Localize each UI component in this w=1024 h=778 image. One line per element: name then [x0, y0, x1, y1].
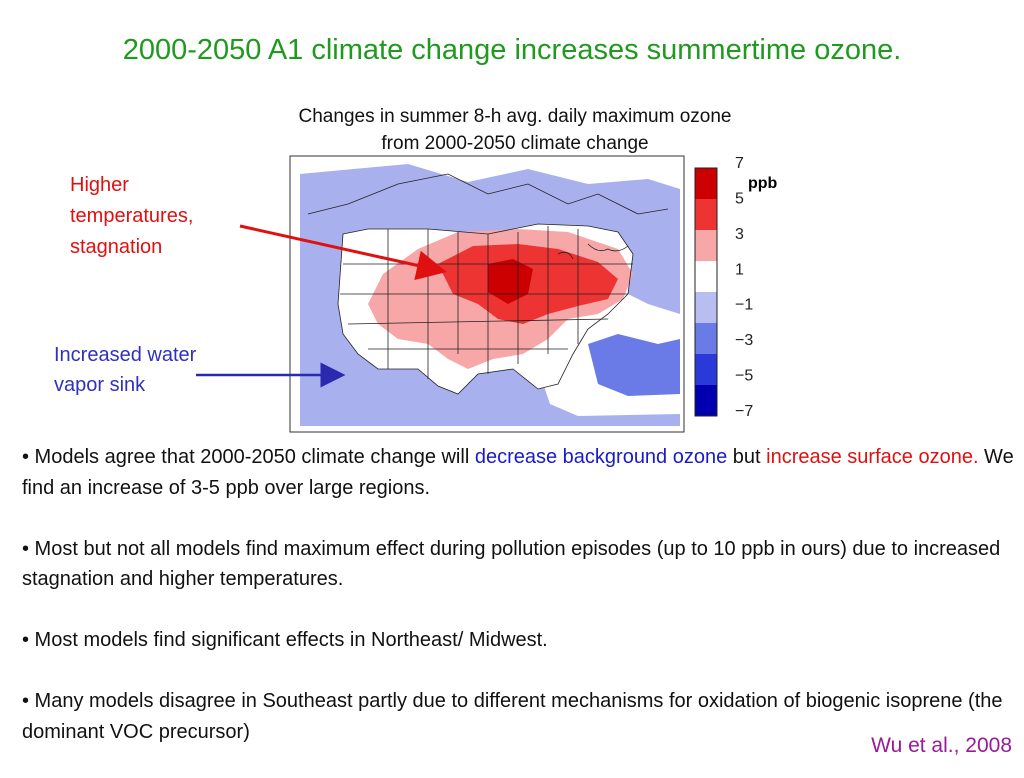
callout-red-line: stagnation [70, 236, 163, 258]
colorbar-tick-label: 7 [735, 155, 744, 172]
bullet-3: • Most models find significant effects i… [22, 629, 548, 651]
map-caption-line-2: from 2000-2050 climate change [381, 133, 649, 154]
callout-blue-line: vapor sink [54, 374, 146, 396]
colorbar-cell [695, 323, 717, 354]
citation: Wu et al., 2008 [871, 734, 1012, 757]
bullet-1-highlight-red: increase surface ozone. [766, 446, 979, 468]
colorbar [694, 167, 718, 417]
colorbar-unit-label: ppb [748, 175, 778, 192]
colorbar-tick-label: 1 [735, 261, 744, 278]
colorbar-tick-label: −5 [735, 368, 753, 385]
callout-higher-temperatures: Higher temperatures, stagnation [70, 170, 193, 263]
colorbar-cell [695, 199, 717, 230]
max-positive-region [488, 259, 533, 304]
colorbar-tick-label: −3 [735, 332, 753, 349]
slide-title: 2000-2050 A1 climate change increases su… [122, 34, 902, 66]
callout-blue-line: Increased water [54, 344, 197, 366]
bullet-1-text-mid: but [727, 446, 767, 468]
map-caption: Changes in summer 8-h avg. daily maximum… [205, 103, 825, 157]
colorbar-cell [695, 230, 717, 261]
colorbar-tick-label: −7 [735, 403, 753, 420]
bullet-1-text: • Models agree that 2000-2050 climate ch… [22, 446, 475, 468]
bullet-list: • Models agree that 2000-2050 climate ch… [22, 442, 1022, 778]
strong-negative-region [588, 334, 680, 396]
arrow-to-midwest [239, 224, 447, 281]
bullet-1: • Models agree that 2000-2050 climate ch… [22, 442, 1022, 503]
callout-water-vapor-sink: Increased water vapor sink [54, 340, 196, 400]
callout-red-line: temperatures, [70, 205, 194, 227]
colorbar-cell [695, 385, 717, 416]
bullet-1-highlight-blue: decrease background ozone [474, 446, 728, 468]
colorbar-tick-label: 3 [735, 226, 744, 243]
callout-red-line: Higher [70, 174, 129, 196]
bullet-2: • Most but not all models find maximum e… [22, 537, 1001, 591]
colorbar-cell [695, 292, 717, 323]
colorbar-tick-label: 5 [735, 190, 744, 207]
colorbar-tick-label: −1 [735, 297, 753, 314]
colorbar-outline [694, 167, 718, 417]
colorbar-cell [695, 261, 717, 292]
coastlines [307, 173, 669, 260]
ozone-change-map-figure: 7 5 3 1 −1 −3 −5 −7 ppb [288, 154, 794, 436]
bullet-4: • Many models disagree in Southeast part… [22, 690, 1003, 743]
bullet-1-text-post: We find an increase of 3-5 ppb over larg… [22, 446, 1014, 499]
map-caption-line-1: Changes in summer 8-h avg. daily maximum… [298, 106, 732, 127]
ozone-change-map: 7 5 3 1 −1 −3 −5 −7 ppb [288, 154, 794, 436]
colorbar-cell [695, 354, 717, 385]
colorbar-cell [695, 168, 717, 199]
